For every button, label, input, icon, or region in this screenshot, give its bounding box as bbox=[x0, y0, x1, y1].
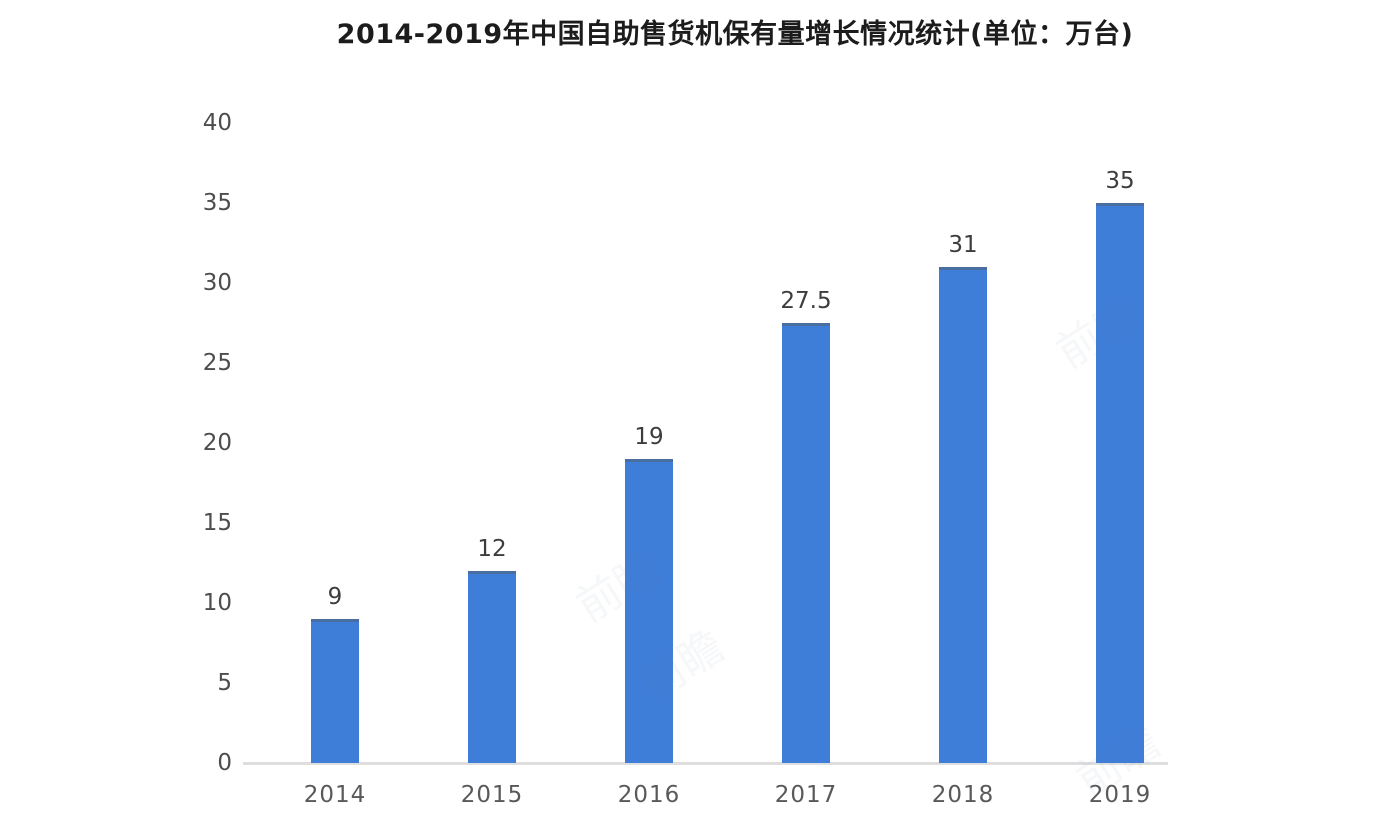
y-tick-label-30: 30 bbox=[202, 270, 232, 296]
bar-2018 bbox=[939, 267, 987, 763]
x-axis-line bbox=[243, 762, 1168, 765]
y-tick-label-25: 25 bbox=[202, 350, 232, 376]
bar-2015 bbox=[468, 571, 516, 763]
bar-value-label-2018: 31 bbox=[948, 232, 978, 258]
x-axis-label-2016: 2016 bbox=[617, 782, 681, 808]
y-tick-label-15: 15 bbox=[202, 510, 232, 536]
y-tick-label-0: 0 bbox=[217, 750, 232, 776]
x-axis-label-2014: 2014 bbox=[303, 782, 367, 808]
bar-2014 bbox=[311, 619, 359, 763]
bar-2019 bbox=[1096, 203, 1144, 763]
bar-value-label-2019: 35 bbox=[1105, 168, 1135, 194]
y-tick-label-20: 20 bbox=[202, 430, 232, 456]
x-axis-label-2018: 2018 bbox=[931, 782, 995, 808]
x-axis-label-2017: 2017 bbox=[774, 782, 838, 808]
bar-2016 bbox=[625, 459, 673, 763]
bar-value-label-2015: 12 bbox=[477, 536, 507, 562]
y-tick-label-35: 35 bbox=[202, 190, 232, 216]
bar-value-label-2017: 27.5 bbox=[780, 288, 832, 314]
x-axis-label-2019: 2019 bbox=[1088, 782, 1152, 808]
y-tick-label-40: 40 bbox=[202, 110, 232, 136]
y-tick-label-5: 5 bbox=[217, 670, 232, 696]
bar-value-label-2016: 19 bbox=[634, 424, 664, 450]
y-tick-label-10: 10 bbox=[202, 590, 232, 616]
bar-value-label-2014: 9 bbox=[327, 584, 343, 610]
chart-title: 2014-2019年中国自助售货机保有量增长情况统计(单位：万台) bbox=[336, 19, 1134, 50]
bar-2017 bbox=[782, 323, 830, 763]
x-axis-label-2015: 2015 bbox=[460, 782, 524, 808]
